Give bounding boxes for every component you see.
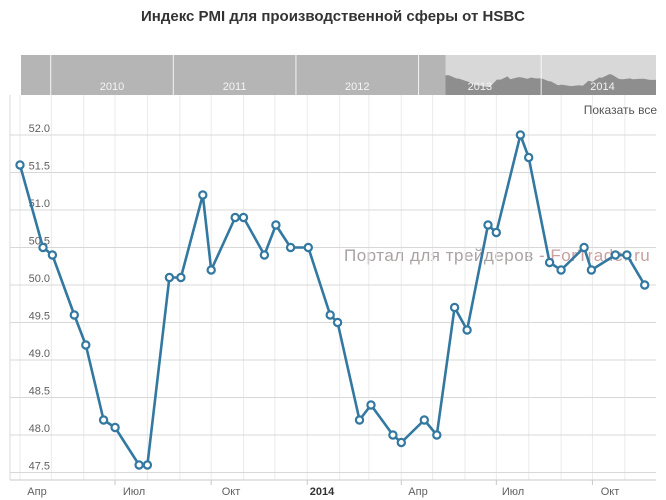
nav-year-label: 2013 [468, 81, 492, 93]
data-point-marker[interactable] [449, 302, 460, 313]
y-tick-label: 47.5 [29, 461, 50, 473]
nav-year-label: 2014 [590, 81, 614, 93]
data-point-marker[interactable] [110, 422, 120, 433]
data-point-marker[interactable] [325, 310, 335, 320]
data-point-marker[interactable] [388, 430, 398, 440]
data-point-marker[interactable] [230, 212, 240, 223]
data-point-marker[interactable] [622, 250, 632, 260]
y-tick-label: 48.5 [29, 386, 50, 398]
x-tick-label: Июл [123, 486, 145, 498]
watermark-text: Портал для трейдеров [344, 246, 534, 265]
data-point-marker[interactable] [544, 257, 555, 268]
data-point-marker[interactable] [491, 227, 501, 238]
watermark: Портал для трейдеров - ForTrader.ru [344, 246, 650, 266]
data-point-marker[interactable] [69, 310, 80, 320]
chart-title: Индекс PMI для производственной сферы от… [141, 8, 525, 25]
data-point-marker[interactable] [396, 437, 406, 448]
data-point-marker[interactable] [285, 242, 296, 253]
data-point-marker[interactable] [515, 130, 526, 140]
nav-year-label: 2011 [223, 81, 247, 93]
data-point-marker[interactable] [206, 265, 216, 275]
nav-year-label: 2012 [345, 81, 369, 93]
data-point-marker[interactable] [419, 415, 429, 425]
data-point-marker[interactable] [586, 265, 597, 275]
data-point-marker[interactable] [142, 460, 153, 470]
data-point-marker[interactable] [332, 317, 343, 328]
data-point-marker[interactable] [610, 250, 621, 260]
y-tick-label: 51.0 [29, 198, 50, 210]
data-point-marker[interactable] [303, 242, 313, 253]
data-point-marker[interactable] [579, 242, 589, 253]
data-point-marker[interactable] [198, 190, 208, 200]
data-point-marker[interactable] [176, 272, 186, 283]
data-point-marker[interactable] [38, 242, 48, 253]
data-point-marker[interactable] [259, 250, 270, 260]
data-point-marker[interactable] [524, 152, 534, 163]
y-tick-label: 51.5 [29, 161, 50, 173]
data-point-marker[interactable] [164, 272, 175, 283]
x-tick-label: 2014 [310, 486, 335, 498]
x-tick-label: Окт [222, 486, 241, 498]
y-tick-label: 50.0 [29, 273, 50, 285]
data-point-marker[interactable] [432, 430, 442, 440]
y-tick-label: 48.0 [29, 423, 50, 435]
data-point-marker[interactable] [98, 415, 109, 425]
nav-series-silhouette [445, 74, 656, 95]
x-tick-label: Апр [408, 486, 427, 498]
data-point-marker[interactable] [640, 280, 650, 290]
data-point-marker[interactable] [15, 160, 25, 170]
x-tick-label: Апр [27, 486, 46, 498]
watermark-brand: - ForTrader.ru [538, 246, 651, 265]
data-point-marker[interactable] [354, 415, 365, 425]
data-point-marker[interactable] [483, 220, 493, 230]
pmi-line [18, 133, 646, 467]
data-point-marker[interactable] [134, 460, 144, 470]
data-point-marker[interactable] [81, 340, 91, 350]
data-point-marker[interactable] [366, 400, 376, 410]
x-tick-label: Окт [601, 486, 620, 498]
data-point-marker[interactable] [462, 325, 472, 335]
x-tick-label: Июл [502, 486, 524, 498]
data-point-marker[interactable] [556, 265, 566, 275]
nav-mask[interactable] [21, 55, 446, 95]
data-point-marker[interactable] [271, 220, 281, 230]
y-tick-label: 49.5 [29, 311, 50, 323]
show-all-button[interactable]: Показать все [583, 103, 657, 117]
nav-year-label: 2010 [100, 81, 124, 93]
y-tick-label: 49.0 [29, 348, 50, 360]
data-point-marker[interactable] [238, 212, 249, 223]
data-point-marker[interactable] [47, 250, 58, 260]
y-tick-label: 52.0 [29, 123, 50, 135]
